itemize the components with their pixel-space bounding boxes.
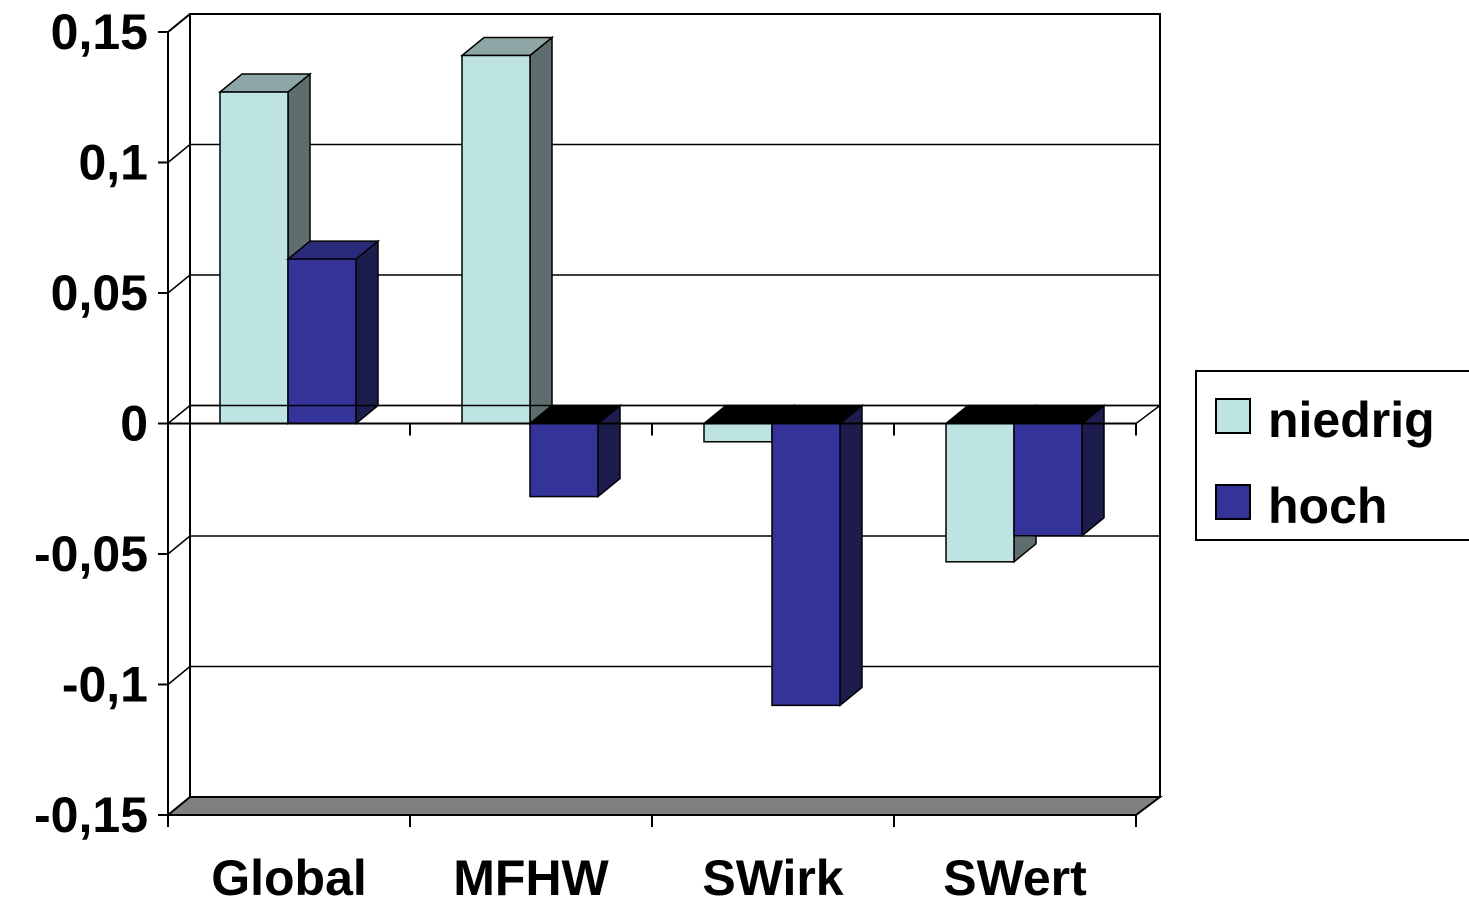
legend-label-hoch: hoch — [1268, 478, 1387, 534]
legend-swatch-hoch — [1215, 484, 1251, 520]
bar-swirk-hoch-side — [839, 403, 863, 707]
bar-swirk-hoch-front — [771, 422, 841, 707]
bar-swert-hoch-front — [1013, 422, 1083, 537]
y-axis-tick-labels: 0,15 0,1 0,05 0 -0,05 -0,1 -0,15 — [34, 4, 148, 843]
bar-mfhw-hoch — [527, 403, 623, 499]
bar-global-niedrig — [217, 72, 313, 426]
gridline-side — [167, 404, 191, 425]
bar-swert-hoch-side — [1081, 403, 1105, 538]
bar-mfhw-niedrig — [459, 35, 555, 426]
axes — [158, 31, 1161, 827]
x-category-label: SWert — [943, 850, 1087, 903]
y-tick-label: 0 — [120, 396, 148, 452]
y-tick-label: 0,05 — [51, 265, 148, 321]
legend-label-niedrig: niedrig — [1268, 392, 1435, 448]
gridline-side — [167, 665, 191, 686]
bar-mfhw-niedrig-side — [529, 35, 553, 426]
gridline-side — [167, 13, 191, 33]
floor-plane — [165, 796, 1163, 816]
chart-floor — [165, 796, 1163, 816]
bar-global-hoch — [285, 239, 381, 426]
y-tick-label: 0,15 — [51, 4, 148, 60]
bar-swirk-niedrig-front — [703, 422, 773, 443]
y-tick-label: -0,05 — [34, 526, 148, 582]
bar-swert-niedrig-front — [945, 422, 1015, 563]
y-tick-label: -0,15 — [34, 787, 148, 843]
legend: niedrig hoch — [1195, 370, 1469, 541]
zero-line-side — [1135, 404, 1161, 425]
gridline-side — [167, 143, 191, 164]
gridlines — [167, 13, 1160, 686]
bar-mfhw-hoch-front — [529, 422, 599, 498]
x-category-label: Global — [211, 850, 367, 903]
y-tick-label: -0,1 — [62, 657, 148, 713]
bar-global-hoch-front — [287, 258, 357, 425]
y-tick-label: 0,1 — [78, 135, 148, 191]
x-category-label: MFHW — [453, 850, 609, 903]
gridline-side — [167, 535, 191, 555]
bar-global-hoch-side — [355, 239, 379, 426]
legend-swatch-niedrig — [1215, 398, 1251, 434]
bar-swert-hoch — [1011, 403, 1107, 538]
x-category-label: SWirk — [702, 850, 843, 903]
x-axis-category-labels: Global MFHW SWirk SWert — [211, 850, 1087, 903]
gridline-side — [167, 274, 191, 294]
bar-swirk-hoch — [769, 403, 865, 707]
bar-global-niedrig-front — [219, 91, 289, 425]
bar-mfhw-niedrig-front — [461, 54, 531, 425]
